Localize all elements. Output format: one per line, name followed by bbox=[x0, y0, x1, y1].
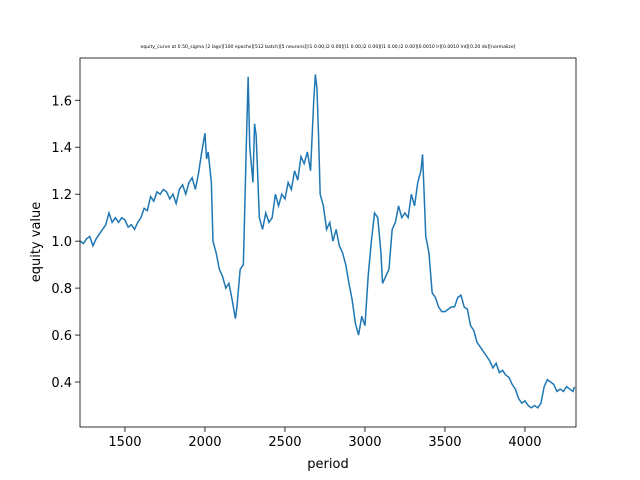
x-tick-label: 3000 bbox=[348, 435, 381, 450]
y-tick-label: 0.6 bbox=[51, 329, 72, 344]
y-tick-label: 0.8 bbox=[51, 282, 72, 297]
equity-line bbox=[80, 74, 576, 409]
x-tick-label: 2500 bbox=[268, 435, 301, 450]
x-tick-label: 2000 bbox=[188, 435, 221, 450]
x-tick-label: 1500 bbox=[108, 435, 141, 450]
chart-title: equity_curve at 0.50_sigma [2 lags][100 … bbox=[141, 44, 516, 50]
y-tick-label: 1.0 bbox=[51, 235, 72, 250]
y-tick-label: 1.6 bbox=[51, 94, 72, 109]
x-tick-label: 3500 bbox=[428, 435, 461, 450]
y-axis-label: equity value bbox=[29, 202, 44, 283]
y-tick-label: 0.4 bbox=[51, 376, 72, 391]
x-tick-label: 4000 bbox=[508, 435, 541, 450]
y-tick-label: 1.2 bbox=[51, 188, 72, 203]
plot-frame bbox=[79, 57, 577, 428]
y-tick-label: 1.4 bbox=[51, 141, 72, 156]
x-axis-label: period bbox=[307, 457, 348, 472]
